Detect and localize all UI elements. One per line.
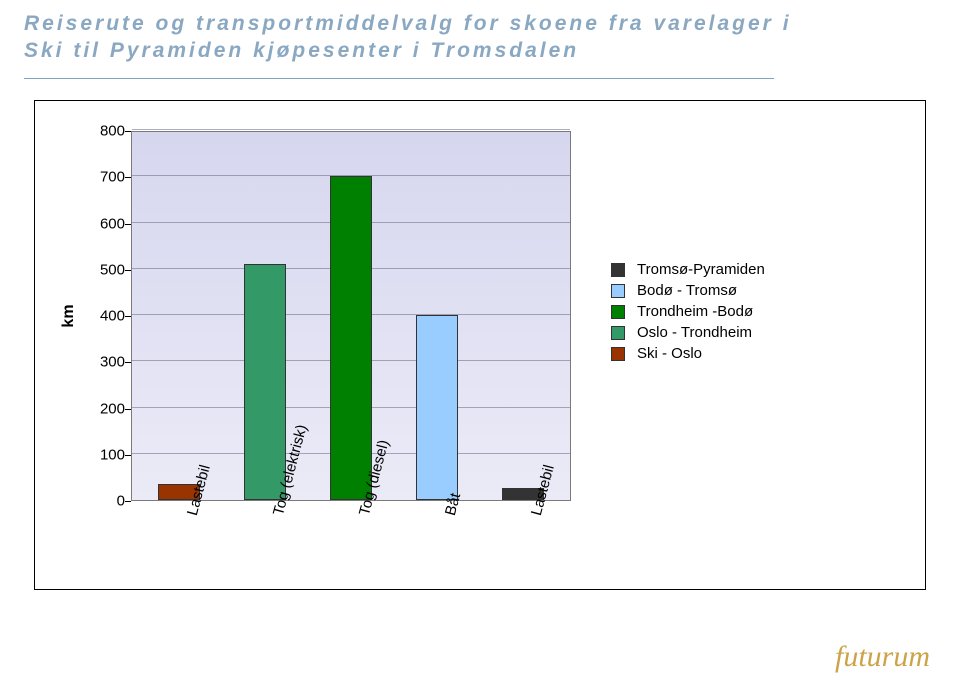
y-tick-label: 800: [89, 123, 125, 140]
bar: [330, 176, 372, 500]
gridline: [132, 129, 570, 130]
legend-label: Bodø - Tromsø: [637, 282, 737, 299]
y-tick-mark: [125, 224, 131, 225]
y-tick-mark: [125, 131, 131, 132]
legend-swatch: [611, 284, 625, 298]
y-tick-label: 100: [89, 446, 125, 463]
bar: [244, 264, 286, 500]
legend-swatch: [611, 347, 625, 361]
y-tick-mark: [125, 501, 131, 502]
y-tick-mark: [125, 409, 131, 410]
y-tick-mark: [125, 177, 131, 178]
legend: Tromsø-Pyramiden Bodø - Tromsø Trondheim -…: [611, 257, 765, 366]
legend-label: Tromsø-Pyramiden: [637, 261, 765, 278]
legend-swatch: [611, 263, 625, 277]
y-tick-label: 0: [89, 493, 125, 510]
y-tick-mark: [125, 455, 131, 456]
legend-label: Ski - Oslo: [637, 345, 702, 362]
y-tick-label: 600: [89, 215, 125, 232]
legend-item: Bodø - Tromsø: [611, 282, 765, 299]
legend-item: Ski - Oslo: [611, 345, 765, 362]
legend-item: Trondheim -Bodø: [611, 303, 765, 320]
y-tick-label: 400: [89, 308, 125, 325]
legend-swatch: [611, 305, 625, 319]
y-tick-mark: [125, 270, 131, 271]
page-title: Reiserute og transportmiddelvalg for sko…: [24, 10, 936, 65]
page: { "title": { "text": "Reiserute og trans…: [0, 0, 960, 688]
legend-item: Oslo - Trondheim: [611, 324, 765, 341]
logo: futurum: [835, 640, 930, 674]
legend-item: Tromsø-Pyramiden: [611, 261, 765, 278]
y-tick-mark: [125, 362, 131, 363]
legend-label: Oslo - Trondheim: [637, 324, 752, 341]
y-tick-label: 200: [89, 400, 125, 417]
y-axis-label: km: [60, 304, 78, 327]
y-tick-label: 700: [89, 169, 125, 186]
y-tick-label: 500: [89, 261, 125, 278]
plot-area: [131, 131, 571, 501]
bar: [416, 315, 458, 500]
legend-label: Trondheim -Bodø: [637, 303, 753, 320]
legend-swatch: [611, 326, 625, 340]
title-underline: [24, 78, 774, 79]
chart-container: km 0100200300400500600700800 LastebilTog…: [34, 100, 926, 590]
y-tick-label: 300: [89, 354, 125, 371]
y-tick-mark: [125, 316, 131, 317]
